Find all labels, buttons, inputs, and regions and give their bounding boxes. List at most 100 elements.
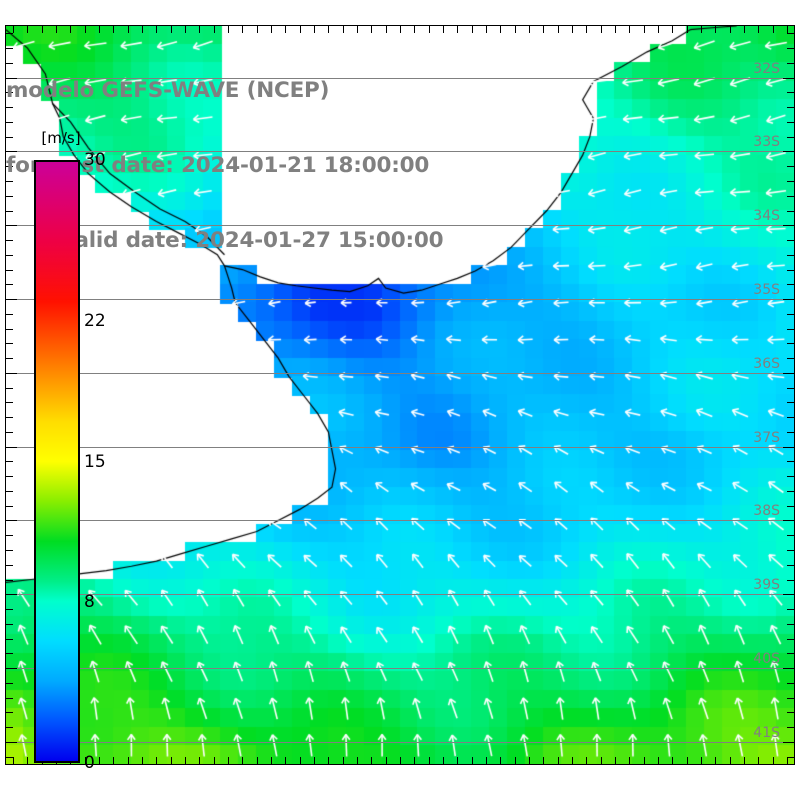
colorbar-tick-15: 15 [84,451,106,472]
colorbar-gradient[interactable] [34,160,80,763]
axis-minor-tick [6,240,13,241]
axis-minor-tick [457,26,458,33]
axis-minor-tick [85,26,86,33]
axis-minor-tick [6,432,13,433]
axis-minor-tick [701,26,702,33]
axis-minor-tick [787,240,794,241]
axis-minor-tick [6,402,13,403]
axis-minor-tick [271,26,272,33]
axis-minor-tick [314,26,315,33]
axis-minor-tick [6,639,13,640]
axis-minor-tick [6,343,13,344]
grid-line-lat [6,520,794,521]
axis-minor-tick [6,594,13,595]
axis-minor-tick [357,26,358,33]
axis-minor-tick [13,26,14,33]
grid-line-lat [6,594,794,595]
axis-minor-tick [586,26,587,33]
lat-label-39S: 39S [753,577,780,593]
axis-minor-tick [787,609,794,610]
axis-minor-tick [6,107,13,108]
axis-minor-tick [787,712,794,713]
axis-minor-tick [6,520,13,521]
axis-minor-tick [558,757,559,764]
axis-minor-tick [343,26,344,33]
axis-minor-tick [787,757,788,764]
axis-minor-tick [773,26,774,33]
axis-minor-tick [6,580,13,581]
axis-minor-tick [128,26,129,33]
axis-minor-tick [70,26,71,33]
axis-minor-tick [787,653,794,654]
axis-minor-tick [715,757,716,764]
colorbar-tick-0: 0 [84,753,95,773]
axis-minor-tick [543,26,544,33]
axis-minor-tick [601,26,602,33]
map-frame[interactable]: 32S 33S 34S 35S 36S 37S 38S 39S 40S 41S [5,25,795,765]
axis-minor-tick [787,48,794,49]
axis-minor-tick [615,757,616,764]
axis-minor-tick [242,757,243,764]
axis-minor-tick [429,26,430,33]
axis-minor-tick [787,535,794,536]
axis-minor-tick [787,358,794,359]
axis-minor-tick [443,757,444,764]
axis-minor-tick [6,624,13,625]
axis-minor-tick [6,181,13,182]
lat-label-34S: 34S [753,208,780,224]
lat-label-33S: 33S [753,134,780,150]
axis-minor-tick [730,26,731,33]
axis-minor-tick [6,358,13,359]
axis-minor-tick [787,373,794,374]
axis-minor-tick [787,447,794,448]
grid-line-lat [6,225,794,226]
axis-minor-tick [6,461,13,462]
axis-minor-tick [271,757,272,764]
axis-minor-tick [644,26,645,33]
axis-minor-tick [744,757,745,764]
axis-minor-tick [744,26,745,33]
axis-minor-tick [629,26,630,33]
axis-minor-tick [787,594,794,595]
grid-line-lat [6,151,794,152]
axis-minor-tick [228,757,229,764]
forecast-date-line: forecast date: 2024-01-21 18:00:00 [6,153,430,178]
colorbar-tick-30: 30 [84,150,106,170]
axis-minor-tick [687,26,688,33]
axis-minor-tick [472,26,473,33]
axis-minor-tick [128,757,129,764]
axis-minor-tick [787,491,794,492]
axis-minor-tick [371,26,372,33]
axis-minor-tick [6,329,13,330]
axis-minor-tick [529,26,530,33]
axis-minor-tick [787,417,794,418]
axis-minor-tick [6,122,13,123]
axis-minor-tick [185,757,186,764]
axis-minor-tick [787,476,794,477]
axis-minor-tick [787,343,794,344]
axis-minor-tick [6,476,13,477]
lat-label-38S: 38S [753,503,780,519]
model-name-line: modelo GEFS-WAVE (NCEP) [6,78,330,103]
axis-minor-tick [658,757,659,764]
axis-minor-tick [99,26,100,33]
axis-minor-tick [6,255,13,256]
axis-minor-tick [787,461,794,462]
axis-minor-tick [113,757,114,764]
axis-minor-tick [414,26,415,33]
axis-minor-tick [6,196,13,197]
axis-minor-tick [171,26,172,33]
axis-minor-tick [99,757,100,764]
axis-minor-tick [787,565,794,566]
axis-minor-tick [6,225,13,226]
axis-minor-tick [787,683,794,684]
grid-line-lat [6,78,794,79]
wind-speed-map-canvas[interactable] [6,26,794,764]
grid-line-lat [6,742,794,743]
axis-minor-tick [715,26,716,33]
axis-minor-tick [787,225,794,226]
axis-minor-tick [787,698,794,699]
axis-minor-tick [300,757,301,764]
axis-minor-tick [601,757,602,764]
